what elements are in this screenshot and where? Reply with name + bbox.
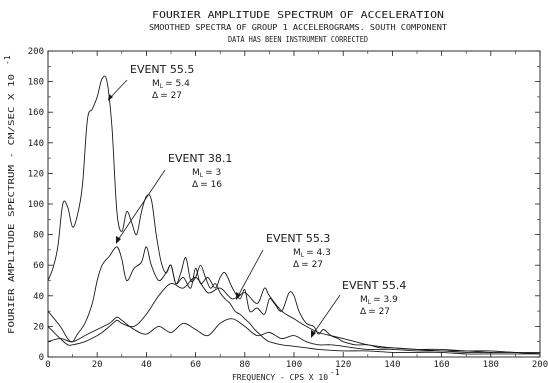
annotation-event-55-3-arrow <box>237 249 264 297</box>
annotation-event-55-4-ml-sub: L <box>368 299 372 306</box>
y-tick-label: 60 <box>33 261 44 271</box>
annotation-event-55-5-delta: Δ = 27 <box>152 91 182 101</box>
annotation-event-55-4-delta-symbol: Δ <box>360 307 367 317</box>
annotation-event-55-3-delta-symbol: Δ <box>293 260 300 270</box>
annotation-event-55-5-arrow <box>109 79 128 99</box>
series-layer <box>47 75 541 355</box>
x-tick-label: 120 <box>335 360 351 370</box>
annotation-event-38-1-ml-sub: L <box>200 172 204 179</box>
annotation-event-55-3-ml-sub: L <box>301 252 305 259</box>
y-tick-label: 200 <box>28 47 44 57</box>
annotation-event-38-1-ml: ML = 3 <box>192 168 221 179</box>
y-tick-label: 40 <box>33 292 44 302</box>
annotation-event-55-4-name: EVENT 55.4 <box>342 279 406 292</box>
annotation-event-38-1-name: EVENT 38.1 <box>168 152 232 165</box>
annotation-event-55-5-arrowhead <box>108 94 113 101</box>
annotation-event-55-5-delta-symbol: Δ <box>152 91 159 101</box>
x-tick-label: 0 <box>45 360 50 370</box>
annotation-event-55-3-name: EVENT 55.3 <box>266 232 330 245</box>
annotation-event-55-4-ml-value: = 3.9 <box>373 295 398 305</box>
annotation-event-55-3-arrowhead <box>236 292 241 300</box>
annotation-event-55-3-ml-value: = 4.3 <box>306 248 331 258</box>
y-axis-title: FOURIER AMPLITUDE SPECTRUM - CM/SEC X 10… <box>3 55 16 334</box>
x-tick-label: 100 <box>286 360 302 370</box>
x-tick-label: 140 <box>384 360 400 370</box>
annotation-event-55-5: EVENT 55.5 ML = 5.4 Δ = 27 <box>108 63 194 101</box>
annotation-event-38-1-delta-value: = 16 <box>200 180 222 190</box>
annotation-event-55-4-delta-value: = 27 <box>368 307 390 317</box>
y-tick-label: 160 <box>28 108 44 118</box>
y-tick-label: 20 <box>33 322 44 332</box>
annotation-event-38-1-delta: Δ = 16 <box>192 180 222 190</box>
annotation-event-55-3-ml: ML = 4.3 <box>293 248 331 259</box>
annotation-event-38-1: EVENT 38.1 ML = 3 Δ = 16 <box>116 152 232 244</box>
y-tick-label: 100 <box>28 200 44 210</box>
annotation-event-38-1-ml-value: = 3 <box>205 168 221 178</box>
annotation-event-55-5-name: EVENT 55.5 <box>130 63 194 76</box>
annotation-event-55-3-delta-value: = 27 <box>301 260 323 270</box>
plot-frame <box>47 50 541 358</box>
annotation-event-55-5-ml: ML = 5.4 <box>152 79 190 90</box>
y-tick-label: 80 <box>33 231 44 241</box>
x-axis-label-exponent: -1 <box>330 368 340 377</box>
chart-subtitle-1: SMOOTHED SPECTRA OF GROUP 1 ACCELEROGRAM… <box>149 23 448 32</box>
y-tick-label: 120 <box>28 169 44 179</box>
y-axis-label-exponent: -1 <box>3 55 12 65</box>
y-axis-label: FOURIER AMPLITUDE SPECTRUM - CM/SEC X 10 <box>7 74 16 334</box>
x-tick-label: 80 <box>239 360 250 370</box>
series-line-event-38-1 <box>47 246 541 355</box>
x-tick-label: 60 <box>190 360 201 370</box>
x-tick-label: 20 <box>92 360 103 370</box>
annotation-event-55-4-ml: ML = 3.9 <box>360 295 398 306</box>
axis-ticks: 0 20 40 60 80 100 120 140 160 180 200 0 20 40 60 80 100 1… <box>28 47 548 370</box>
series-line-event-55-5 <box>47 75 540 355</box>
annotation-event-55-4-delta: Δ = 27 <box>360 307 390 317</box>
annotation-event-55-3-delta: Δ = 27 <box>293 260 323 270</box>
annotation-event-55-4: EVENT 55.4 ML = 3.9 Δ = 27 <box>311 279 406 338</box>
series-line-event-55-3 <box>47 276 541 353</box>
series-line-event-55-4 <box>47 316 541 355</box>
y-tick-label: 140 <box>28 139 44 149</box>
annotation-event-55-5-ml-letter: M <box>152 79 160 89</box>
annotation-event-55-3-ml-letter: M <box>293 248 301 258</box>
x-tick-label: 40 <box>141 360 152 370</box>
annotation-event-55-5-delta-value: = 27 <box>160 91 182 101</box>
annotation-event-38-1-delta-symbol: Δ <box>192 180 199 190</box>
annotation-event-38-1-ml-letter: M <box>192 168 200 178</box>
annotation-event-55-4-arrowhead <box>311 330 316 338</box>
x-tick-label: 160 <box>433 360 449 370</box>
annotation-event-38-1-arrowhead <box>116 236 121 244</box>
annotation-event-55-3: EVENT 55.3 ML = 4.3 Δ = 27 <box>236 232 331 300</box>
annotation-event-38-1-arrow <box>117 169 166 241</box>
y-tick-label: 0 <box>39 353 44 363</box>
x-axis-label: FREQUENCY - CPS X 10 <box>232 373 328 382</box>
annotation-event-55-4-ml-letter: M <box>360 295 368 305</box>
x-tick-label: 200 <box>532 360 548 370</box>
annotation-event-55-5-ml-sub: L <box>160 83 164 90</box>
y-tick-label: 180 <box>28 78 44 88</box>
annotation-event-55-4-arrow <box>312 294 341 335</box>
chart-title: FOURIER AMPLITUDE SPECTRUM OF ACCELERATI… <box>152 10 444 21</box>
annotation-event-55-5-ml-value: = 5.4 <box>165 79 190 89</box>
x-tick-label: 180 <box>483 360 499 370</box>
chart-subtitle-2: DATA HAS BEEN INSTRUMENT CORRECTED <box>228 35 368 44</box>
